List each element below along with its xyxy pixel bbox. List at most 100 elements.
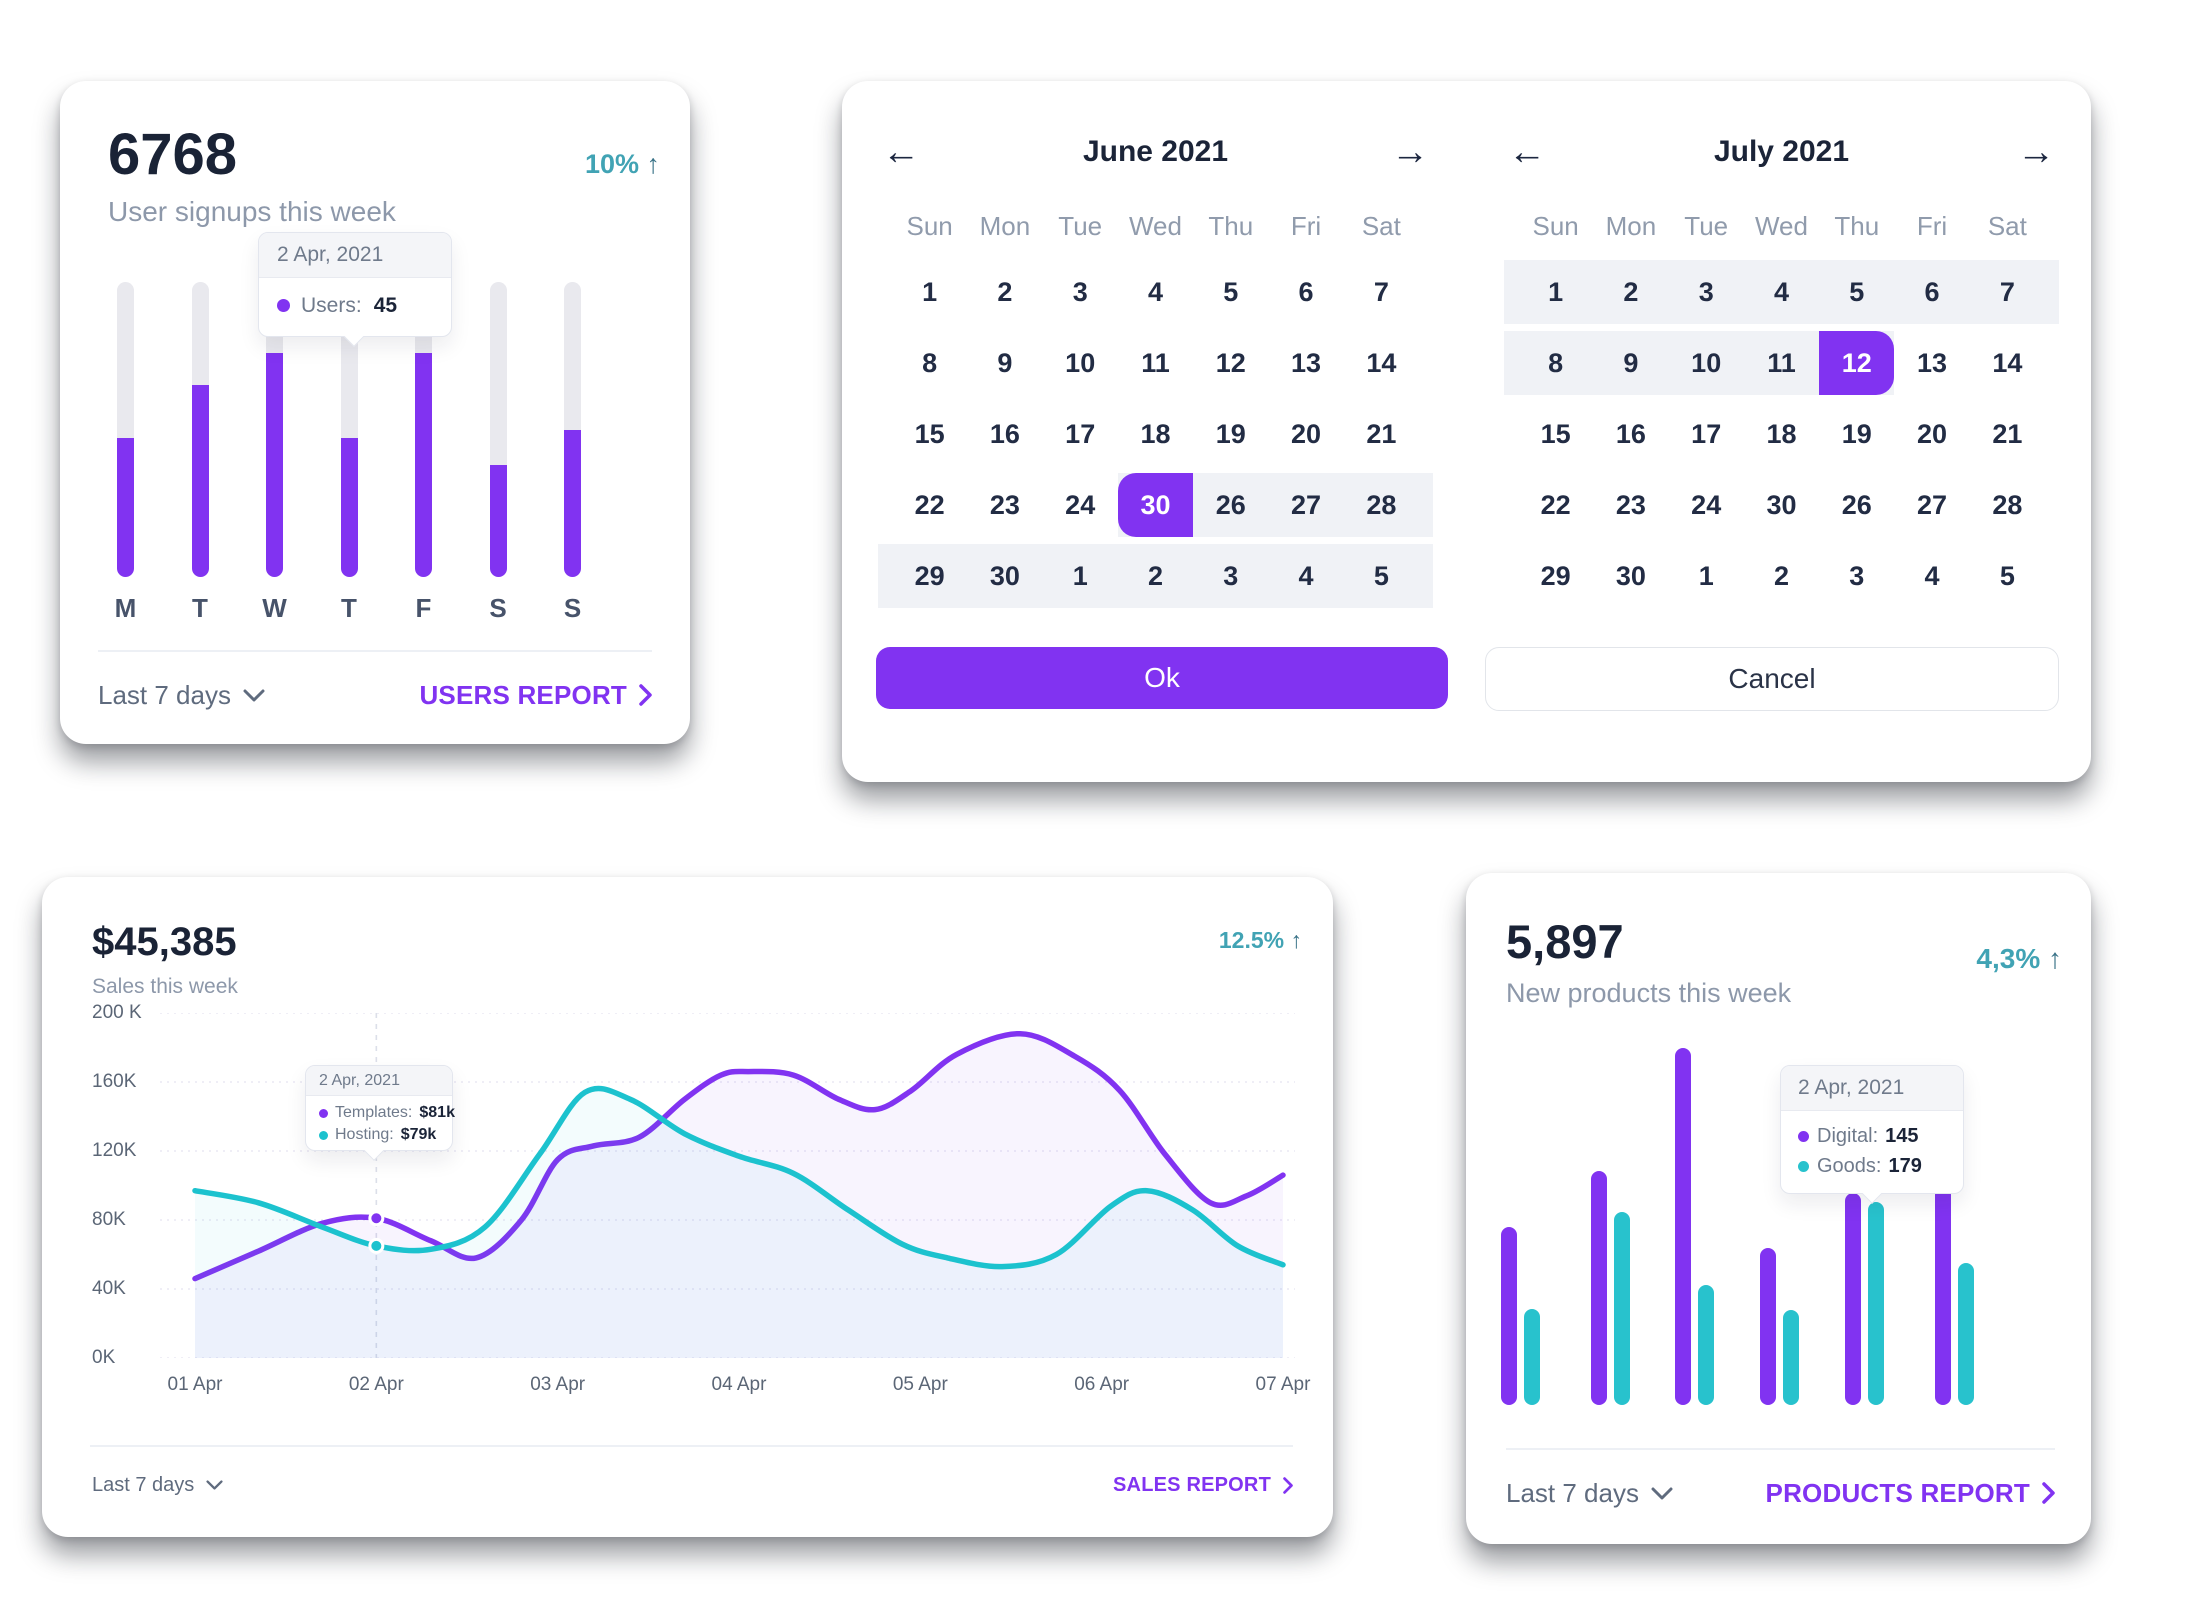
- calendar-day[interactable]: 16: [989, 418, 1020, 449]
- calendar-day[interactable]: 2: [1623, 276, 1639, 307]
- range-select[interactable]: Last 7 days: [1506, 1478, 1673, 1509]
- calendar-day[interactable]: 3: [1072, 276, 1088, 307]
- calendar-day[interactable]: 5: [1373, 560, 1389, 591]
- product-bar-digital[interactable]: [1760, 1248, 1776, 1405]
- products-report-link[interactable]: PRODUCTS REPORT: [1766, 1478, 2055, 1509]
- calendar-day[interactable]: 15: [914, 418, 945, 449]
- calendar-day-selected[interactable]: 30: [1117, 473, 1194, 537]
- calendar-day[interactable]: 14: [1992, 347, 2023, 378]
- signup-bar-column[interactable]: S: [564, 282, 581, 624]
- sales-report-link[interactable]: SALES REPORT: [1113, 1474, 1293, 1497]
- calendar-day[interactable]: 27: [1917, 489, 1948, 520]
- calendar-day[interactable]: 7: [1999, 276, 2015, 307]
- range-select[interactable]: Last 7 days: [92, 1474, 223, 1497]
- calendar-day[interactable]: 14: [1366, 347, 1397, 378]
- calendar-day[interactable]: 11: [1767, 347, 1796, 378]
- calendar-day[interactable]: 20: [1291, 418, 1322, 449]
- calendar-day[interactable]: 1: [1698, 560, 1714, 591]
- calendar-day[interactable]: 8: [1548, 347, 1564, 378]
- product-bar-goods[interactable]: [1698, 1285, 1714, 1405]
- product-bar-digital[interactable]: [1935, 1187, 1951, 1405]
- calendar-day[interactable]: 2: [1773, 560, 1789, 591]
- signup-bar-column[interactable]: M: [115, 282, 136, 624]
- calendar-day[interactable]: 6: [1298, 276, 1314, 307]
- calendar-day[interactable]: 15: [1540, 418, 1571, 449]
- calendar-day[interactable]: 26: [1841, 489, 1872, 520]
- calendar-day[interactable]: 4: [1773, 276, 1789, 307]
- product-bar-goods[interactable]: [1783, 1310, 1799, 1405]
- calendar-day[interactable]: 19: [1215, 418, 1246, 449]
- ok-button[interactable]: Ok: [876, 647, 1448, 709]
- calendar-day[interactable]: 23: [1615, 489, 1646, 520]
- calendar-day[interactable]: 22: [1540, 489, 1571, 520]
- calendar-day[interactable]: 5: [1999, 560, 2015, 591]
- prev-month-arrow-icon[interactable]: ←: [882, 131, 920, 173]
- calendar-day[interactable]: 2: [1147, 560, 1163, 591]
- calendar-day[interactable]: 13: [1291, 347, 1322, 378]
- calendar-day[interactable]: 6: [1924, 276, 1940, 307]
- calendar-day[interactable]: 21: [1992, 418, 2023, 449]
- calendar-day[interactable]: 8: [922, 347, 938, 378]
- calendar-day[interactable]: 29: [914, 560, 945, 591]
- calendar-day[interactable]: 23: [989, 489, 1020, 520]
- calendar-day[interactable]: 4: [1147, 276, 1163, 307]
- calendar-day[interactable]: 16: [1615, 418, 1646, 449]
- signup-bar-column[interactable]: F: [415, 282, 432, 624]
- calendar-day[interactable]: 13: [1917, 347, 1948, 378]
- next-month-arrow-icon[interactable]: →: [2017, 131, 2055, 173]
- product-bar-digital[interactable]: [1501, 1227, 1517, 1405]
- calendar-day[interactable]: 1: [1548, 276, 1564, 307]
- calendar-day[interactable]: 30: [1615, 560, 1646, 591]
- signup-bar-column[interactable]: S: [489, 282, 507, 624]
- calendar-day[interactable]: 24: [1065, 489, 1096, 520]
- calendar-day[interactable]: 7: [1373, 276, 1389, 307]
- signup-bar-column[interactable]: T: [340, 282, 358, 624]
- calendar-day[interactable]: 17: [1065, 418, 1096, 449]
- calendar-day[interactable]: 10: [1691, 347, 1722, 378]
- calendar-day[interactable]: 4: [1298, 560, 1314, 591]
- calendar-day[interactable]: 19: [1841, 418, 1872, 449]
- calendar-day[interactable]: 20: [1917, 418, 1948, 449]
- sales-line-chart[interactable]: [160, 1012, 1295, 1359]
- calendar-day[interactable]: 30: [989, 560, 1020, 591]
- calendar-day[interactable]: 18: [1140, 418, 1171, 449]
- calendar-day[interactable]: 27: [1291, 489, 1322, 520]
- calendar-day[interactable]: 5: [1223, 276, 1239, 307]
- calendar-day[interactable]: 3: [1223, 560, 1239, 591]
- product-bar-digital[interactable]: [1591, 1171, 1607, 1405]
- range-select[interactable]: Last 7 days: [98, 680, 265, 711]
- calendar-day[interactable]: 9: [997, 347, 1013, 378]
- product-bar-goods[interactable]: [1958, 1263, 1974, 1405]
- calendar-day[interactable]: 10: [1065, 347, 1096, 378]
- calendar-day[interactable]: 28: [1366, 489, 1397, 520]
- calendar-day[interactable]: 2: [997, 276, 1013, 307]
- calendar-day[interactable]: 21: [1366, 418, 1397, 449]
- calendar-day[interactable]: 29: [1540, 560, 1571, 591]
- next-month-arrow-icon[interactable]: →: [1391, 131, 1429, 173]
- calendar-day[interactable]: 3: [1849, 560, 1865, 591]
- prev-month-arrow-icon[interactable]: ←: [1508, 131, 1546, 173]
- calendar-day[interactable]: 4: [1924, 560, 1940, 591]
- product-bar-digital[interactable]: [1845, 1193, 1861, 1405]
- signup-bar-column[interactable]: W: [262, 282, 287, 624]
- calendar-day-selected[interactable]: 12: [1819, 331, 1895, 395]
- calendar-day[interactable]: 28: [1992, 489, 2023, 520]
- calendar-day[interactable]: 22: [914, 489, 945, 520]
- calendar-day[interactable]: 3: [1698, 276, 1714, 307]
- calendar-day[interactable]: 30: [1766, 489, 1797, 520]
- calendar-day[interactable]: 17: [1691, 418, 1722, 449]
- product-bar-goods[interactable]: [1868, 1202, 1884, 1405]
- users-report-link[interactable]: USERS REPORT: [419, 680, 652, 711]
- calendar-day[interactable]: 9: [1623, 347, 1639, 378]
- cancel-button[interactable]: Cancel: [1485, 647, 2059, 711]
- calendar-day[interactable]: 1: [922, 276, 938, 307]
- calendar-day[interactable]: 26: [1215, 489, 1246, 520]
- calendar-day[interactable]: 18: [1766, 418, 1797, 449]
- calendar-day[interactable]: 12: [1215, 347, 1246, 378]
- calendar-day[interactable]: 1: [1072, 560, 1088, 591]
- calendar-day[interactable]: 11: [1141, 347, 1170, 378]
- calendar-day[interactable]: 24: [1691, 489, 1722, 520]
- product-bar-digital[interactable]: [1675, 1048, 1691, 1405]
- calendar-day[interactable]: 5: [1849, 276, 1865, 307]
- product-bar-goods[interactable]: [1524, 1309, 1540, 1405]
